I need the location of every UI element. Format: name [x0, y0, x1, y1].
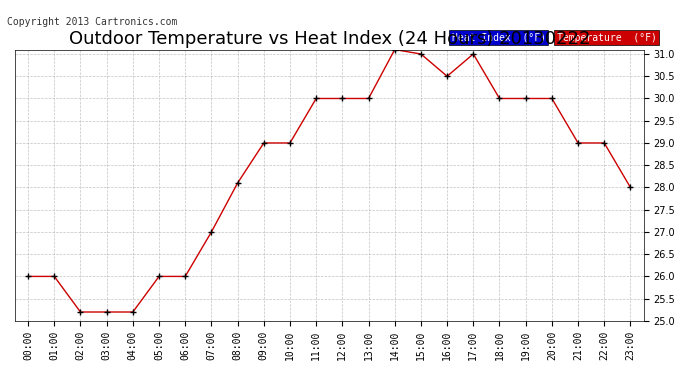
Text: Copyright 2013 Cartronics.com: Copyright 2013 Cartronics.com: [7, 17, 177, 27]
Text: Temperature  (°F): Temperature (°F): [557, 33, 657, 43]
Text: Heat Index  (°F): Heat Index (°F): [452, 33, 546, 43]
Title: Outdoor Temperature vs Heat Index (24 Hours) 20130222: Outdoor Temperature vs Heat Index (24 Ho…: [68, 30, 590, 48]
